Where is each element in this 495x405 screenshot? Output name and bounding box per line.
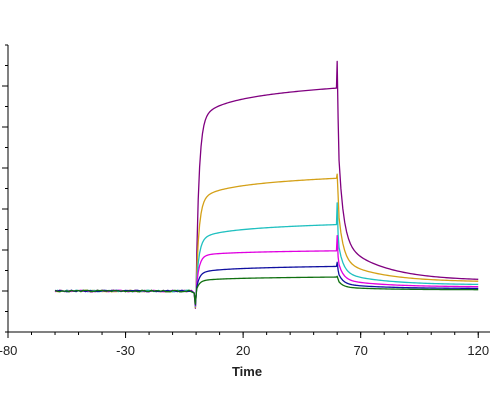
x-tick-label: 70 xyxy=(353,343,367,358)
series-line-1 xyxy=(54,60,479,309)
x-tick-label: -30 xyxy=(116,343,135,358)
series-layer xyxy=(54,60,479,309)
axes: -80 -30 20 70 120 xyxy=(0,44,490,358)
x-tick-label: 120 xyxy=(467,343,489,358)
series-line-3 xyxy=(54,202,479,308)
x-tick-label: -80 xyxy=(0,343,17,358)
x-axis-label: Time xyxy=(232,364,262,379)
series-line-5 xyxy=(54,261,479,306)
series-line-6 xyxy=(54,275,479,305)
x-tick-label: 20 xyxy=(236,343,250,358)
series-line-4 xyxy=(54,235,479,307)
